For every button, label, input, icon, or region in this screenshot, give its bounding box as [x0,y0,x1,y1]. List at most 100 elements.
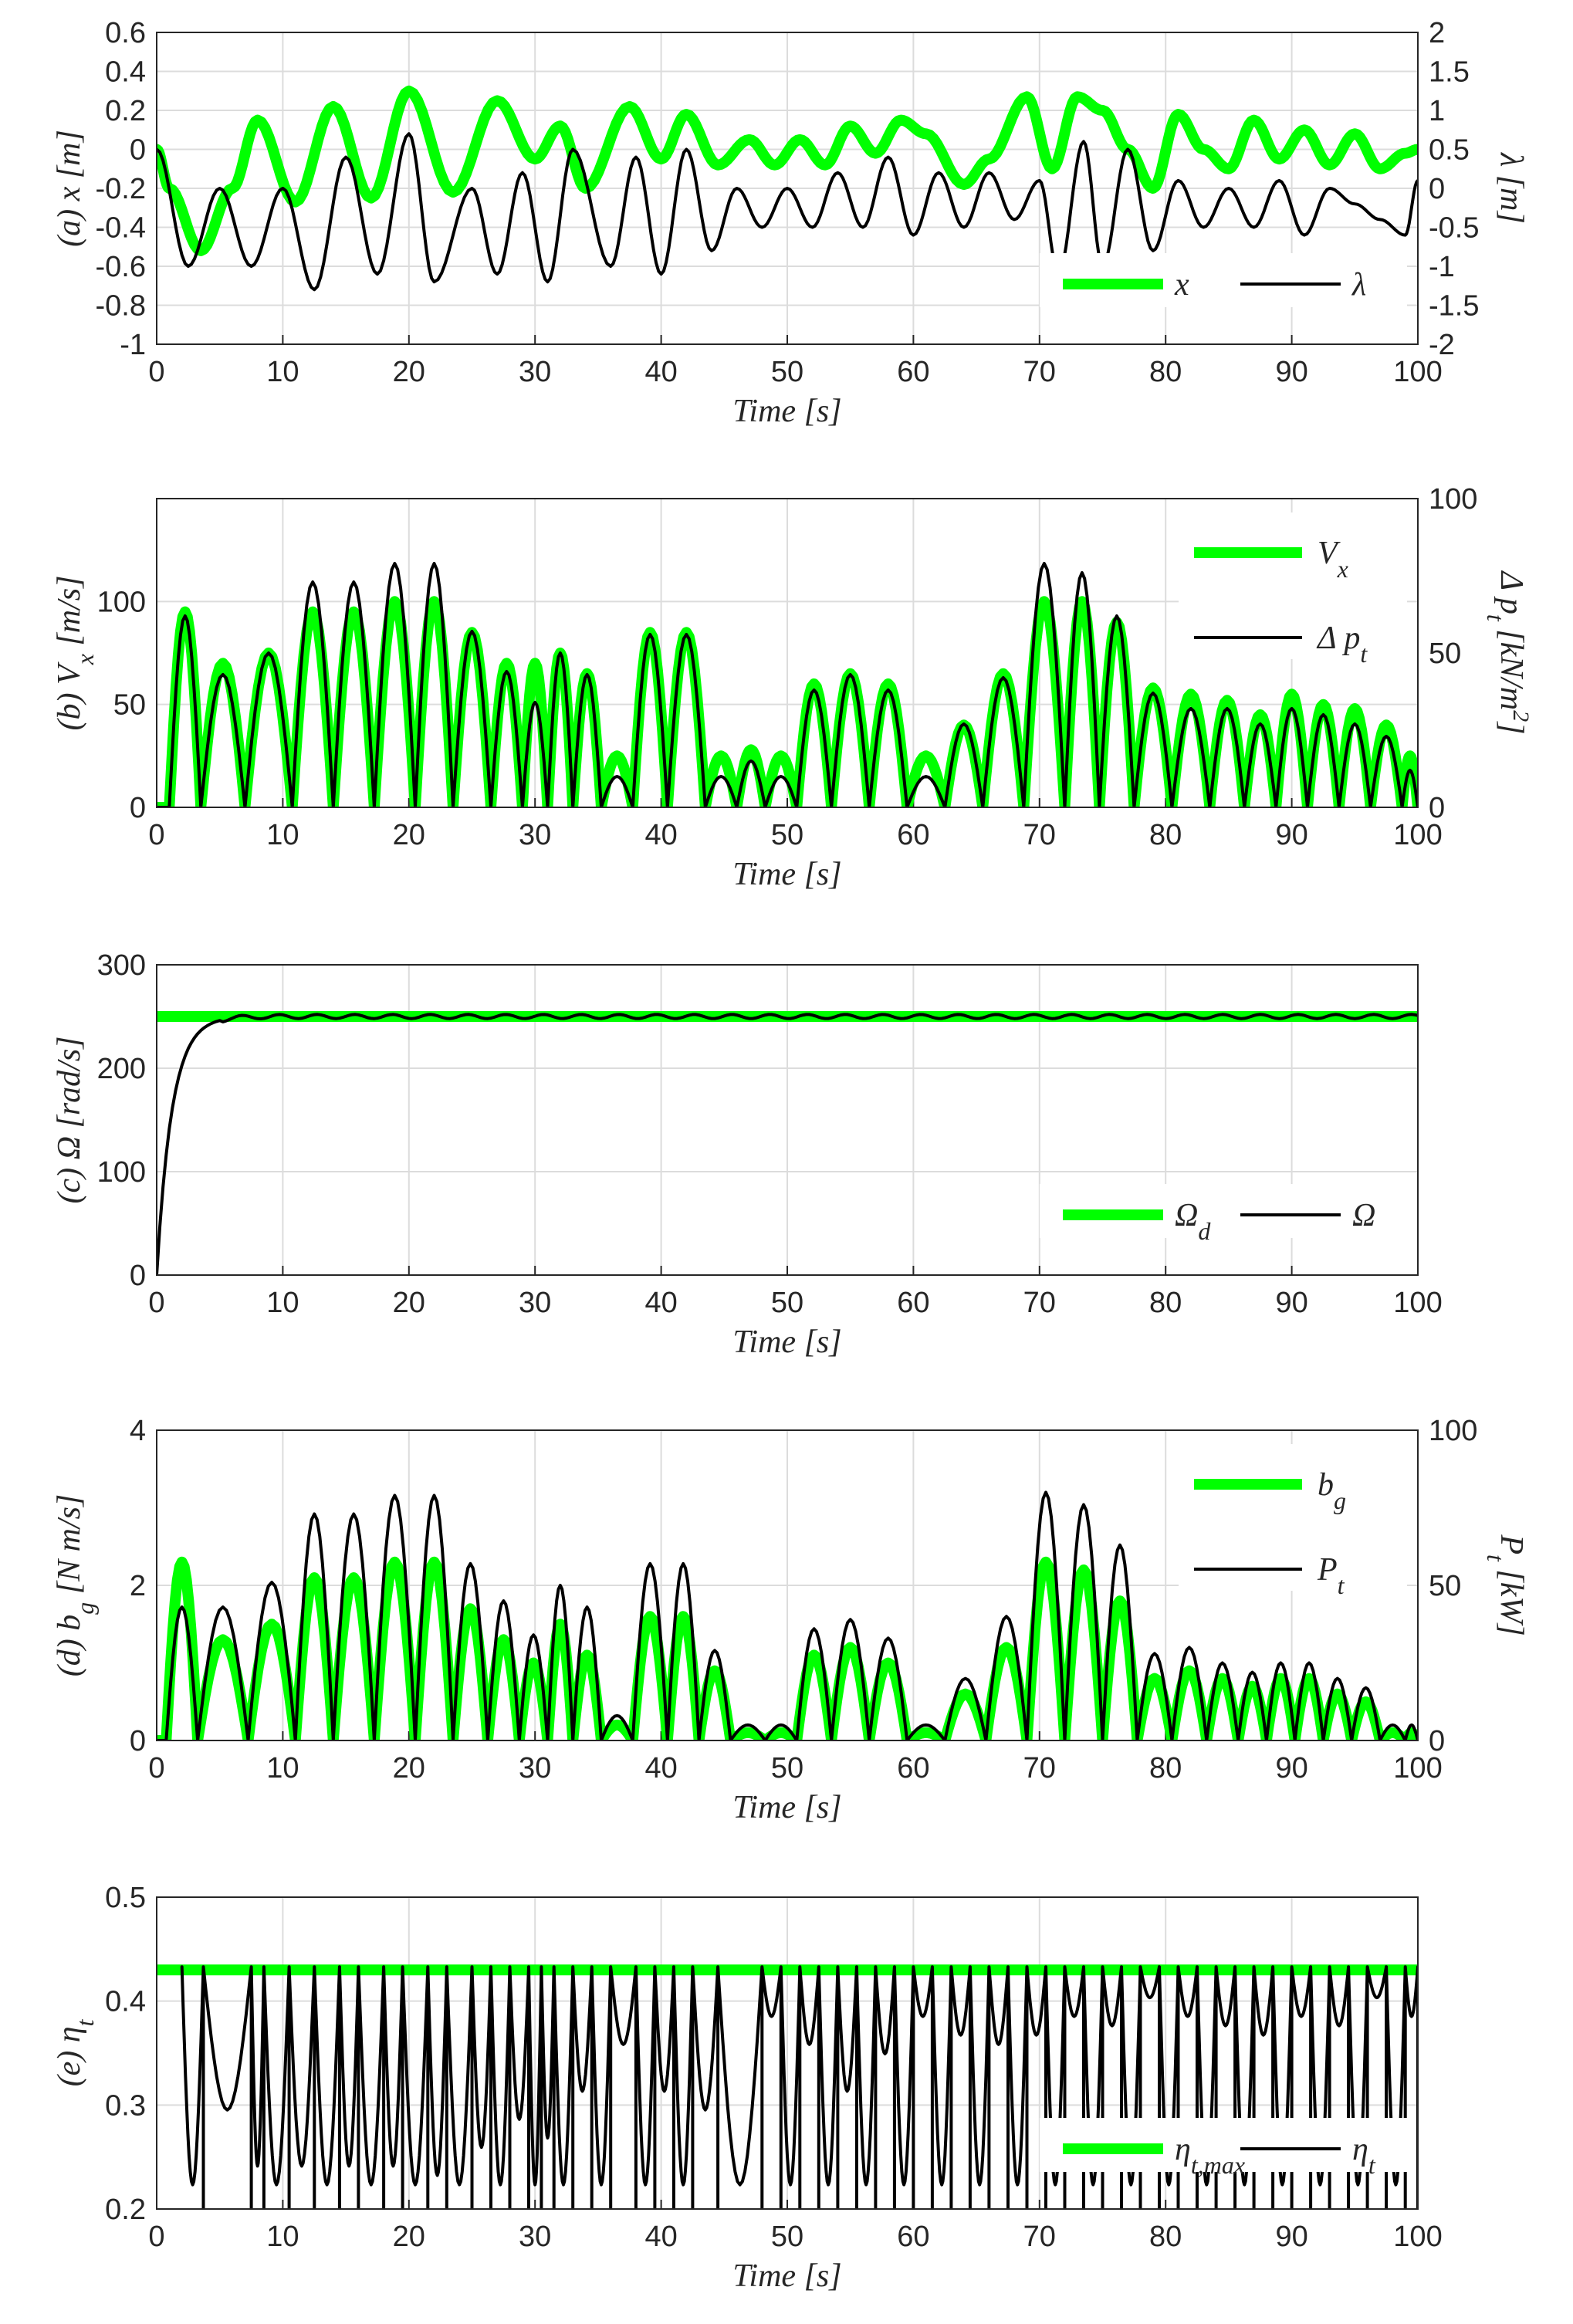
x-tick-60: 60 [897,1287,929,1319]
x-tick-50: 50 [771,819,803,851]
legend-label-0: ηt,max [1175,2132,1245,2179]
x-tick-20: 20 [393,2221,425,2253]
x-tick-30: 30 [519,2221,551,2253]
y-label-left: (d) bg [N m/s] [52,1494,99,1677]
y-tick-right-2: 2 [1429,17,1445,49]
x-tick-90: 90 [1275,1752,1307,1784]
x-tick-30: 30 [519,356,551,388]
x-tick-30: 30 [519,1752,551,1784]
y-label-left: (b) Vx [m/s] [52,576,99,731]
x-tick-30: 30 [519,819,551,851]
legend-box [1179,512,1407,659]
x-tick-40: 40 [644,356,677,388]
x-tick-100: 100 [1393,2221,1442,2253]
x-tick-20: 20 [393,1752,425,1784]
y-tick-left-50: 50 [113,689,146,722]
x-tick-90: 90 [1275,819,1307,851]
legend-label-0: x [1174,267,1189,303]
x-tick-0: 0 [148,819,164,851]
y-tick-right-0.5: 0.5 [1429,134,1470,167]
series-b-1 [157,562,1418,807]
series-group [157,85,1418,292]
x-tick-100: 100 [1393,1287,1442,1319]
x-label: Time [s] [732,394,841,429]
y-tick-left-300: 300 [97,949,146,982]
panel-e: 0 10 20 30 40 50 60 70 80 90 100 0.2 0.3 0.4 0.5 (e) ηt… [52,1882,1443,2294]
series-e-1 [180,1965,1418,2209]
y-tick-right--2: -2 [1429,329,1455,361]
legend-box [1179,1444,1407,1591]
y-label-left: (c) Ω [rad/s] [52,1036,87,1203]
x-tick-80: 80 [1149,356,1182,388]
y-tick-left-100: 100 [97,1156,146,1189]
series-group [157,1011,1418,1275]
x-tick-60: 60 [897,356,929,388]
x-tick-40: 40 [644,1287,677,1319]
x-tick-0: 0 [148,1752,164,1784]
plot-frame [156,32,1419,345]
legend-label-0: Vx [1318,536,1348,583]
y-tick-right--1.5: -1.5 [1429,290,1479,323]
y-tick-left-0: 0 [130,792,146,824]
y-tick-left-0.6: 0.6 [105,17,146,49]
y-tick-right-100: 100 [1429,483,1477,516]
y-tick-right--1: -1 [1429,251,1455,283]
x-tick-70: 70 [1023,1752,1056,1784]
plot-frame [156,964,1419,1276]
x-tick-10: 10 [266,356,299,388]
x-tick-80: 80 [1149,1752,1182,1784]
x-tick-10: 10 [266,2221,299,2253]
x-label: Time [s] [732,2258,841,2294]
x-tick-10: 10 [266,1287,299,1319]
y-tick-right--0.5: -0.5 [1429,212,1479,245]
x-tick-70: 70 [1023,2221,1056,2253]
y-label-left: (a) x [m] [52,130,87,247]
x-tick-0: 0 [148,2221,164,2253]
x-tick-60: 60 [897,819,929,851]
x-tick-50: 50 [771,2221,803,2253]
y-tick-left--0.4: -0.4 [96,212,146,245]
legend: ηt,max ηt [1040,2118,1407,2179]
x-tick-10: 10 [266,819,299,851]
x-tick-50: 50 [771,1287,803,1319]
y-tick-right-0: 0 [1429,173,1445,205]
x-tick-100: 100 [1393,819,1442,851]
x-tick-100: 100 [1393,1752,1442,1784]
x-tick-20: 20 [393,1287,425,1319]
y-tick-right-1.5: 1.5 [1429,56,1470,89]
y-tick-right-0: 0 [1429,792,1445,824]
x-tick-20: 20 [393,356,425,388]
y-tick-right-0: 0 [1429,1725,1445,1757]
y-tick-left-100: 100 [97,586,146,618]
x-tick-80: 80 [1149,819,1182,851]
series-a-1 [157,132,1418,292]
legend: Vx Δ pt [1179,512,1407,668]
y-tick-left--1: -1 [120,329,146,361]
x-tick-40: 40 [644,819,677,851]
plot-frame [156,498,1419,808]
x-tick-100: 100 [1393,356,1442,388]
x-tick-50: 50 [771,1752,803,1784]
x-tick-60: 60 [897,1752,929,1784]
series-d-1 [157,1490,1418,1740]
y-tick-left--0.2: -0.2 [96,173,146,205]
x-tick-30: 30 [519,1287,551,1319]
y-label-right: Δ pt [kN/m2] [1482,570,1534,734]
y-label-right: Pt [kW] [1482,1534,1529,1636]
x-tick-70: 70 [1023,819,1056,851]
series-group [157,1490,1418,1740]
legend: bg Pt [1179,1444,1407,1599]
panel-c: 0 10 20 30 40 50 60 70 80 90 100 0 100 200 300 (c) Ω [r… [52,949,1443,1360]
legend-label-1: Ω [1352,1198,1375,1233]
x-tick-70: 70 [1023,356,1056,388]
x-tick-90: 90 [1275,2221,1307,2253]
legend-label-1: λ [1351,267,1366,303]
y-tick-left-0.2: 0.2 [105,95,146,127]
x-tick-90: 90 [1275,1287,1307,1319]
y-tick-left-0: 0 [130,134,146,167]
y-tick-left-4: 4 [130,1415,146,1447]
